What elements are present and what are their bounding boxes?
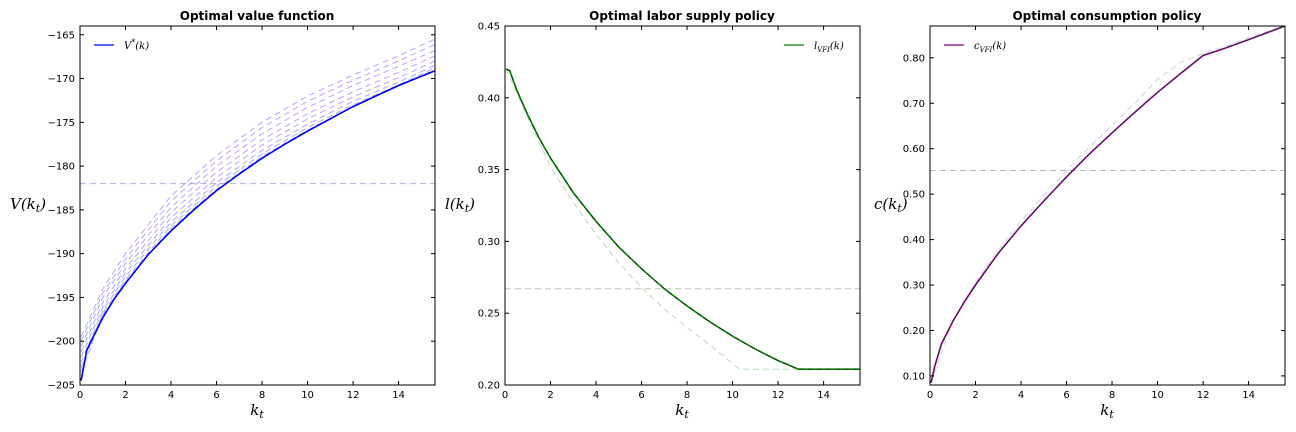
x-tick-label: 6 bbox=[213, 390, 219, 401]
plot-frame bbox=[929, 25, 1286, 386]
x-tick-label: 8 bbox=[684, 390, 690, 401]
x-axis-label: kt bbox=[1100, 401, 1114, 421]
x-tick-label: 10 bbox=[726, 390, 739, 401]
x-tick-label: 14 bbox=[817, 390, 830, 401]
panel-title: Optimal labor supply policy bbox=[589, 9, 775, 23]
x-axis-label: kt bbox=[675, 401, 689, 421]
plot-frame bbox=[79, 25, 436, 386]
iterate-line-7 bbox=[80, 69, 435, 373]
x-tick-label: 2 bbox=[122, 390, 128, 401]
legend-label-l-vfi: lVFI(k) bbox=[814, 41, 844, 54]
series-line-0 bbox=[80, 69, 435, 381]
y-axis-label: c(kt) bbox=[874, 195, 908, 215]
iterate-line-1 bbox=[80, 43, 435, 342]
legend: cVFI(k) bbox=[944, 41, 1006, 54]
y-tick-label: 0.20 bbox=[478, 381, 500, 392]
x-tick-label: 8 bbox=[259, 390, 265, 401]
y-tick-label: −190 bbox=[48, 249, 75, 260]
plot-area bbox=[930, 26, 1285, 383]
y-tick-label: 0.30 bbox=[903, 281, 925, 292]
x-tick-label: 10 bbox=[1151, 390, 1164, 401]
y-tick-label: 0.10 bbox=[903, 371, 925, 382]
y-tick-label: 0.30 bbox=[478, 237, 500, 248]
legend-label-v-star: V*(k) bbox=[124, 38, 149, 52]
x-tick-label: 14 bbox=[1242, 390, 1255, 401]
panel-title: Optimal consumption policy bbox=[1012, 9, 1201, 23]
iterate-line-2 bbox=[80, 50, 435, 347]
x-tick-label: 6 bbox=[638, 390, 644, 401]
iterate-line-0 bbox=[505, 68, 860, 370]
y-tick-label: −185 bbox=[48, 205, 75, 216]
series-overlay-dashed-0 bbox=[505, 68, 860, 370]
x-tick-label: 6 bbox=[1063, 390, 1069, 401]
x-axis-label: kt bbox=[250, 401, 264, 421]
x-tick-label: 4 bbox=[1018, 390, 1024, 401]
y-axis-label: V(kt) bbox=[10, 195, 46, 215]
iterate-line-6 bbox=[80, 67, 435, 368]
axis-ticks: 0 2 4 6 8 10 12 14 0.10 0.20 0.30 0.40 0.50 0.60 0.70 0… bbox=[903, 26, 1285, 401]
iterate-line-4 bbox=[80, 60, 435, 358]
legend-label-c-vfi: cVFI(k) bbox=[974, 41, 1006, 54]
x-tick-label: 0 bbox=[77, 390, 83, 401]
x-tick-label: 8 bbox=[1109, 390, 1115, 401]
series-line-0 bbox=[930, 26, 1285, 383]
x-tick-label: 14 bbox=[392, 390, 405, 401]
series-overlay-dashed-0 bbox=[930, 26, 1285, 383]
x-tick-label: 0 bbox=[502, 390, 508, 401]
legend: V*(k) bbox=[94, 38, 149, 52]
plot-area bbox=[80, 38, 435, 381]
x-tick-label: 12 bbox=[347, 390, 360, 401]
panel-value-function: Optimal value function 0 2 4 6 8 10 12 14 −205 −2… bbox=[10, 9, 436, 421]
y-tick-label: −200 bbox=[48, 337, 75, 348]
plot-area bbox=[505, 68, 860, 371]
y-tick-label: −195 bbox=[48, 293, 75, 304]
x-tick-label: 2 bbox=[547, 390, 553, 401]
x-tick-label: 12 bbox=[1197, 390, 1210, 401]
legend: lVFI(k) bbox=[784, 41, 844, 54]
y-tick-label: 0.50 bbox=[903, 190, 925, 201]
panel-labor-supply: Optimal labor supply policy 0 2 4 6 8 10 12 140… bbox=[445, 9, 861, 421]
panel-title: Optimal value function bbox=[180, 9, 334, 23]
iterate-line-0 bbox=[80, 38, 435, 338]
y-tick-label: 0.25 bbox=[478, 309, 500, 320]
y-tick-label: −205 bbox=[48, 381, 75, 392]
plot-frame bbox=[504, 25, 861, 386]
y-tick-label: −170 bbox=[48, 74, 75, 85]
y-tick-label: 0.80 bbox=[903, 53, 925, 64]
y-tick-label: −180 bbox=[48, 162, 75, 173]
x-tick-label: 2 bbox=[972, 390, 978, 401]
y-tick-label: 0.45 bbox=[478, 22, 500, 33]
y-tick-label: 0.20 bbox=[903, 326, 925, 337]
y-tick-label: 0.60 bbox=[903, 144, 925, 155]
y-tick-label: 0.70 bbox=[903, 99, 925, 110]
panel-consumption: Optimal consumption policy 0 2 4 6 8 10 12 14 0.… bbox=[874, 9, 1286, 421]
axis-ticks: 0 2 4 6 8 10 12 14 −205 −200 −195 −190 −185 −180 −175 −… bbox=[48, 26, 435, 401]
y-tick-label: 0.35 bbox=[478, 165, 500, 176]
y-axis-label: l(kt) bbox=[445, 195, 475, 215]
iterate-line-5 bbox=[80, 64, 435, 363]
y-tick-label: 0.40 bbox=[903, 235, 925, 246]
x-tick-label: 0 bbox=[927, 390, 933, 401]
x-tick-label: 4 bbox=[593, 390, 599, 401]
iterate-line-0 bbox=[930, 26, 1285, 383]
y-tick-label: −175 bbox=[48, 118, 75, 129]
y-tick-label: 0.40 bbox=[478, 93, 500, 104]
x-tick-label: 12 bbox=[772, 390, 785, 401]
iterate-line-3 bbox=[80, 55, 435, 352]
x-tick-label: 4 bbox=[168, 390, 174, 401]
y-tick-label: −165 bbox=[48, 30, 75, 41]
x-tick-label: 10 bbox=[301, 390, 314, 401]
axis-ticks: 0 2 4 6 8 10 12 14 0.20 0.25 0.30 0.35 0.40 0.45 bbox=[478, 22, 860, 401]
